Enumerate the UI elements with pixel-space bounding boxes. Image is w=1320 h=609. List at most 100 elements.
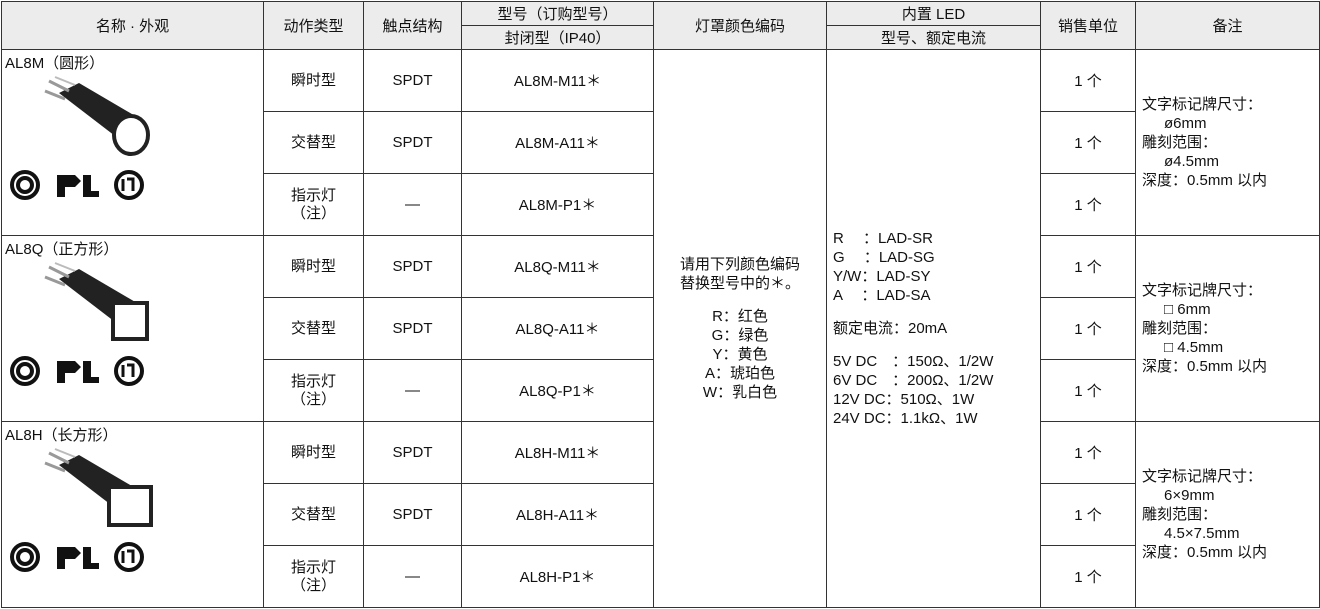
sales-unit: 1 个 [1040, 483, 1136, 546]
sales-unit: 1 个 [1040, 545, 1136, 608]
product-name: AL8M（圆形） [5, 55, 105, 72]
notes-cell: 文字标记牌尺寸： □ 6mm 雕刻范围： □ 4.5mm 深度：0.5mm 以内 [1135, 235, 1320, 422]
table-row: 指示灯 （注） — AL8Q-P1＊ 1 个 [2, 359, 1320, 422]
header-cell: 内置 LED [826, 1, 1041, 26]
color-code-line: R：红色 [712, 308, 768, 325]
model: AL8H-A11＊ [461, 483, 654, 546]
sales-unit: 1 个 [1040, 173, 1136, 236]
color-code-line: 请用下列颜色编码 [679, 256, 800, 273]
color-code-block: R：红色 G：绿色 Y：黄色 A：琥珀色 W：乳白色 [654, 307, 826, 402]
note-line: 文字标记牌尺寸： [1142, 96, 1263, 113]
name-cell: AL8M（圆形） [1, 49, 264, 236]
color-code-line: A：琥珀色 [704, 365, 775, 382]
led-line: 5V DC ：150Ω、1/2W [833, 353, 994, 370]
header-cell: 动作类型 [263, 1, 364, 50]
header-cell: 型号、额定电流 [826, 25, 1041, 50]
note-line: ø6mm [1164, 115, 1207, 132]
header-cell: 备注 [1135, 1, 1320, 50]
name-cell: AL8H（长方形） [1, 421, 264, 608]
note-line: 深度：0.5mm 以内 [1142, 358, 1268, 375]
note-line: 深度：0.5mm 以内 [1142, 544, 1268, 561]
led-cell: R ：LAD-SR G ：LAD-SG Y/W：LAD-SY A ：LAD-SA 额定电… [826, 49, 1041, 608]
contact: SPDT [363, 421, 462, 484]
led-line: 24V DC：1.1kΩ、1W [833, 410, 978, 427]
note-line: ø4.5mm [1164, 153, 1220, 170]
table-row: 交替型 SPDT AL8H-A11＊ 1 个 [2, 483, 1320, 546]
table-row: AL8H（长方形） 瞬时型 SPDT AL8H-M11＊ 1 个文字标记牌尺寸： 6×9… [1, 421, 1320, 608]
action-type: 交替型 [263, 483, 364, 546]
led-line: 6V DC ：200Ω、1/2W [833, 372, 994, 389]
action-type: 瞬时型 [263, 421, 364, 484]
note-line: □ 6mm [1164, 301, 1211, 318]
table-row: 交替型 SPDT AL8Q-A11＊ 1 个 [2, 297, 1320, 360]
product-name: AL8Q（正方形） [5, 241, 119, 258]
table-row: 指示灯 （注） — AL8H-P1＊ 1 个 [2, 545, 1320, 608]
contact: SPDT [363, 111, 462, 174]
note-line: 雕刻范围： [1142, 506, 1218, 523]
header-cell: 封闭型（IP40） [461, 25, 654, 50]
action-type: 交替型 [263, 111, 364, 174]
contact: — [363, 173, 462, 236]
led-line: 额定电流：20mA [833, 320, 948, 337]
model: AL8M-M11＊ [461, 49, 654, 112]
note-line: 雕刻范围： [1142, 320, 1218, 337]
contact: SPDT [363, 235, 462, 298]
model: AL8M-A11＊ [461, 111, 654, 174]
sales-unit: 1 个 [1040, 111, 1136, 174]
sales-unit: 1 个 [1040, 421, 1136, 484]
led-line: G ：LAD-SG [833, 249, 935, 266]
action-type: 指示灯 （注） [263, 359, 364, 422]
header-cell: 销售单位 [1040, 1, 1136, 50]
color-code-block: 请用下列颜色编码 替换型号中的＊。 [654, 255, 826, 293]
contact: — [363, 545, 462, 608]
table-row: 指示灯 （注） — AL8M-P1＊ 1 个 [2, 173, 1320, 236]
contact: SPDT [363, 297, 462, 360]
note-line: 深度：0.5mm 以内 [1142, 172, 1268, 189]
sales-unit: 1 个 [1040, 235, 1136, 298]
table-row: 交替型 SPDT AL8M-A11＊ 1 个 [2, 111, 1320, 174]
action-type: 指示灯 （注） [263, 173, 364, 236]
action-type: 瞬时型 [263, 49, 364, 112]
header-cell: 灯罩颜色编码 [653, 1, 827, 50]
note-line: 雕刻范围： [1142, 134, 1218, 151]
action-type: 指示灯 （注） [263, 545, 364, 608]
header-cell: 触点结构 [363, 1, 462, 50]
sales-unit: 1 个 [1040, 359, 1136, 422]
product-illustration [10, 76, 150, 200]
led-line: R ：LAD-SR [833, 230, 934, 247]
led-line: 12V DC：510Ω、1W [833, 391, 975, 408]
product-illustration [10, 448, 153, 572]
table-row: AL8Q（正方形） 瞬时型 SPDT AL8Q-M11＊ 1 个文字标记牌尺寸： □ 6… [1, 235, 1320, 422]
action-type: 交替型 [263, 297, 364, 360]
note-line: 文字标记牌尺寸： [1142, 282, 1263, 299]
model: AL8H-M11＊ [461, 421, 654, 484]
action-type: 瞬时型 [263, 235, 364, 298]
header-cell: 型号（订购型号） [461, 1, 654, 26]
color-code-line: G：绿色 [711, 327, 769, 344]
sales-unit: 1 个 [1040, 49, 1136, 112]
contact: SPDT [363, 483, 462, 546]
model: AL8Q-M11＊ [461, 235, 654, 298]
led-block: R ：LAD-SR G ：LAD-SG Y/W：LAD-SY A ：LAD-SA [833, 229, 1040, 305]
model: AL8Q-A11＊ [461, 297, 654, 360]
note-line: □ 4.5mm [1164, 339, 1224, 356]
color-code-cell: 请用下列颜色编码 替换型号中的＊。 R：红色 G：绿色 Y：黄色 A：琥珀色 W：乳白色 [653, 49, 827, 608]
notes-cell: 文字标记牌尺寸： 6×9mm 雕刻范围： 4.5×7.5mm 深度：0.5mm 以内 [1135, 421, 1320, 608]
color-code-line: 替换型号中的＊。 [679, 275, 800, 292]
name-cell: AL8Q（正方形） [1, 235, 264, 422]
model: AL8Q-P1＊ [461, 359, 654, 422]
model: AL8M-P1＊ [461, 173, 654, 236]
led-block: 5V DC ：150Ω、1/2W 6V DC ：200Ω、1/2W 12V DC：5… [833, 352, 1040, 428]
header-cell: 名称 · 外观 [1, 1, 264, 50]
note-line: 文字标记牌尺寸： [1142, 468, 1263, 485]
product-illustration [10, 262, 149, 386]
led-line: Y/W：LAD-SY [833, 268, 931, 285]
led-line: A ：LAD-SA [833, 287, 931, 304]
table-row: AL8M（圆形） 瞬时型 SPDT AL8M-M11＊ 请用下列颜色编码 替换型号中的＊… [1, 49, 1320, 608]
note-line: 4.5×7.5mm [1164, 525, 1240, 542]
sales-unit: 1 个 [1040, 297, 1136, 360]
contact: — [363, 359, 462, 422]
model: AL8H-P1＊ [461, 545, 654, 608]
led-block: 额定电流：20mA [833, 319, 1040, 338]
